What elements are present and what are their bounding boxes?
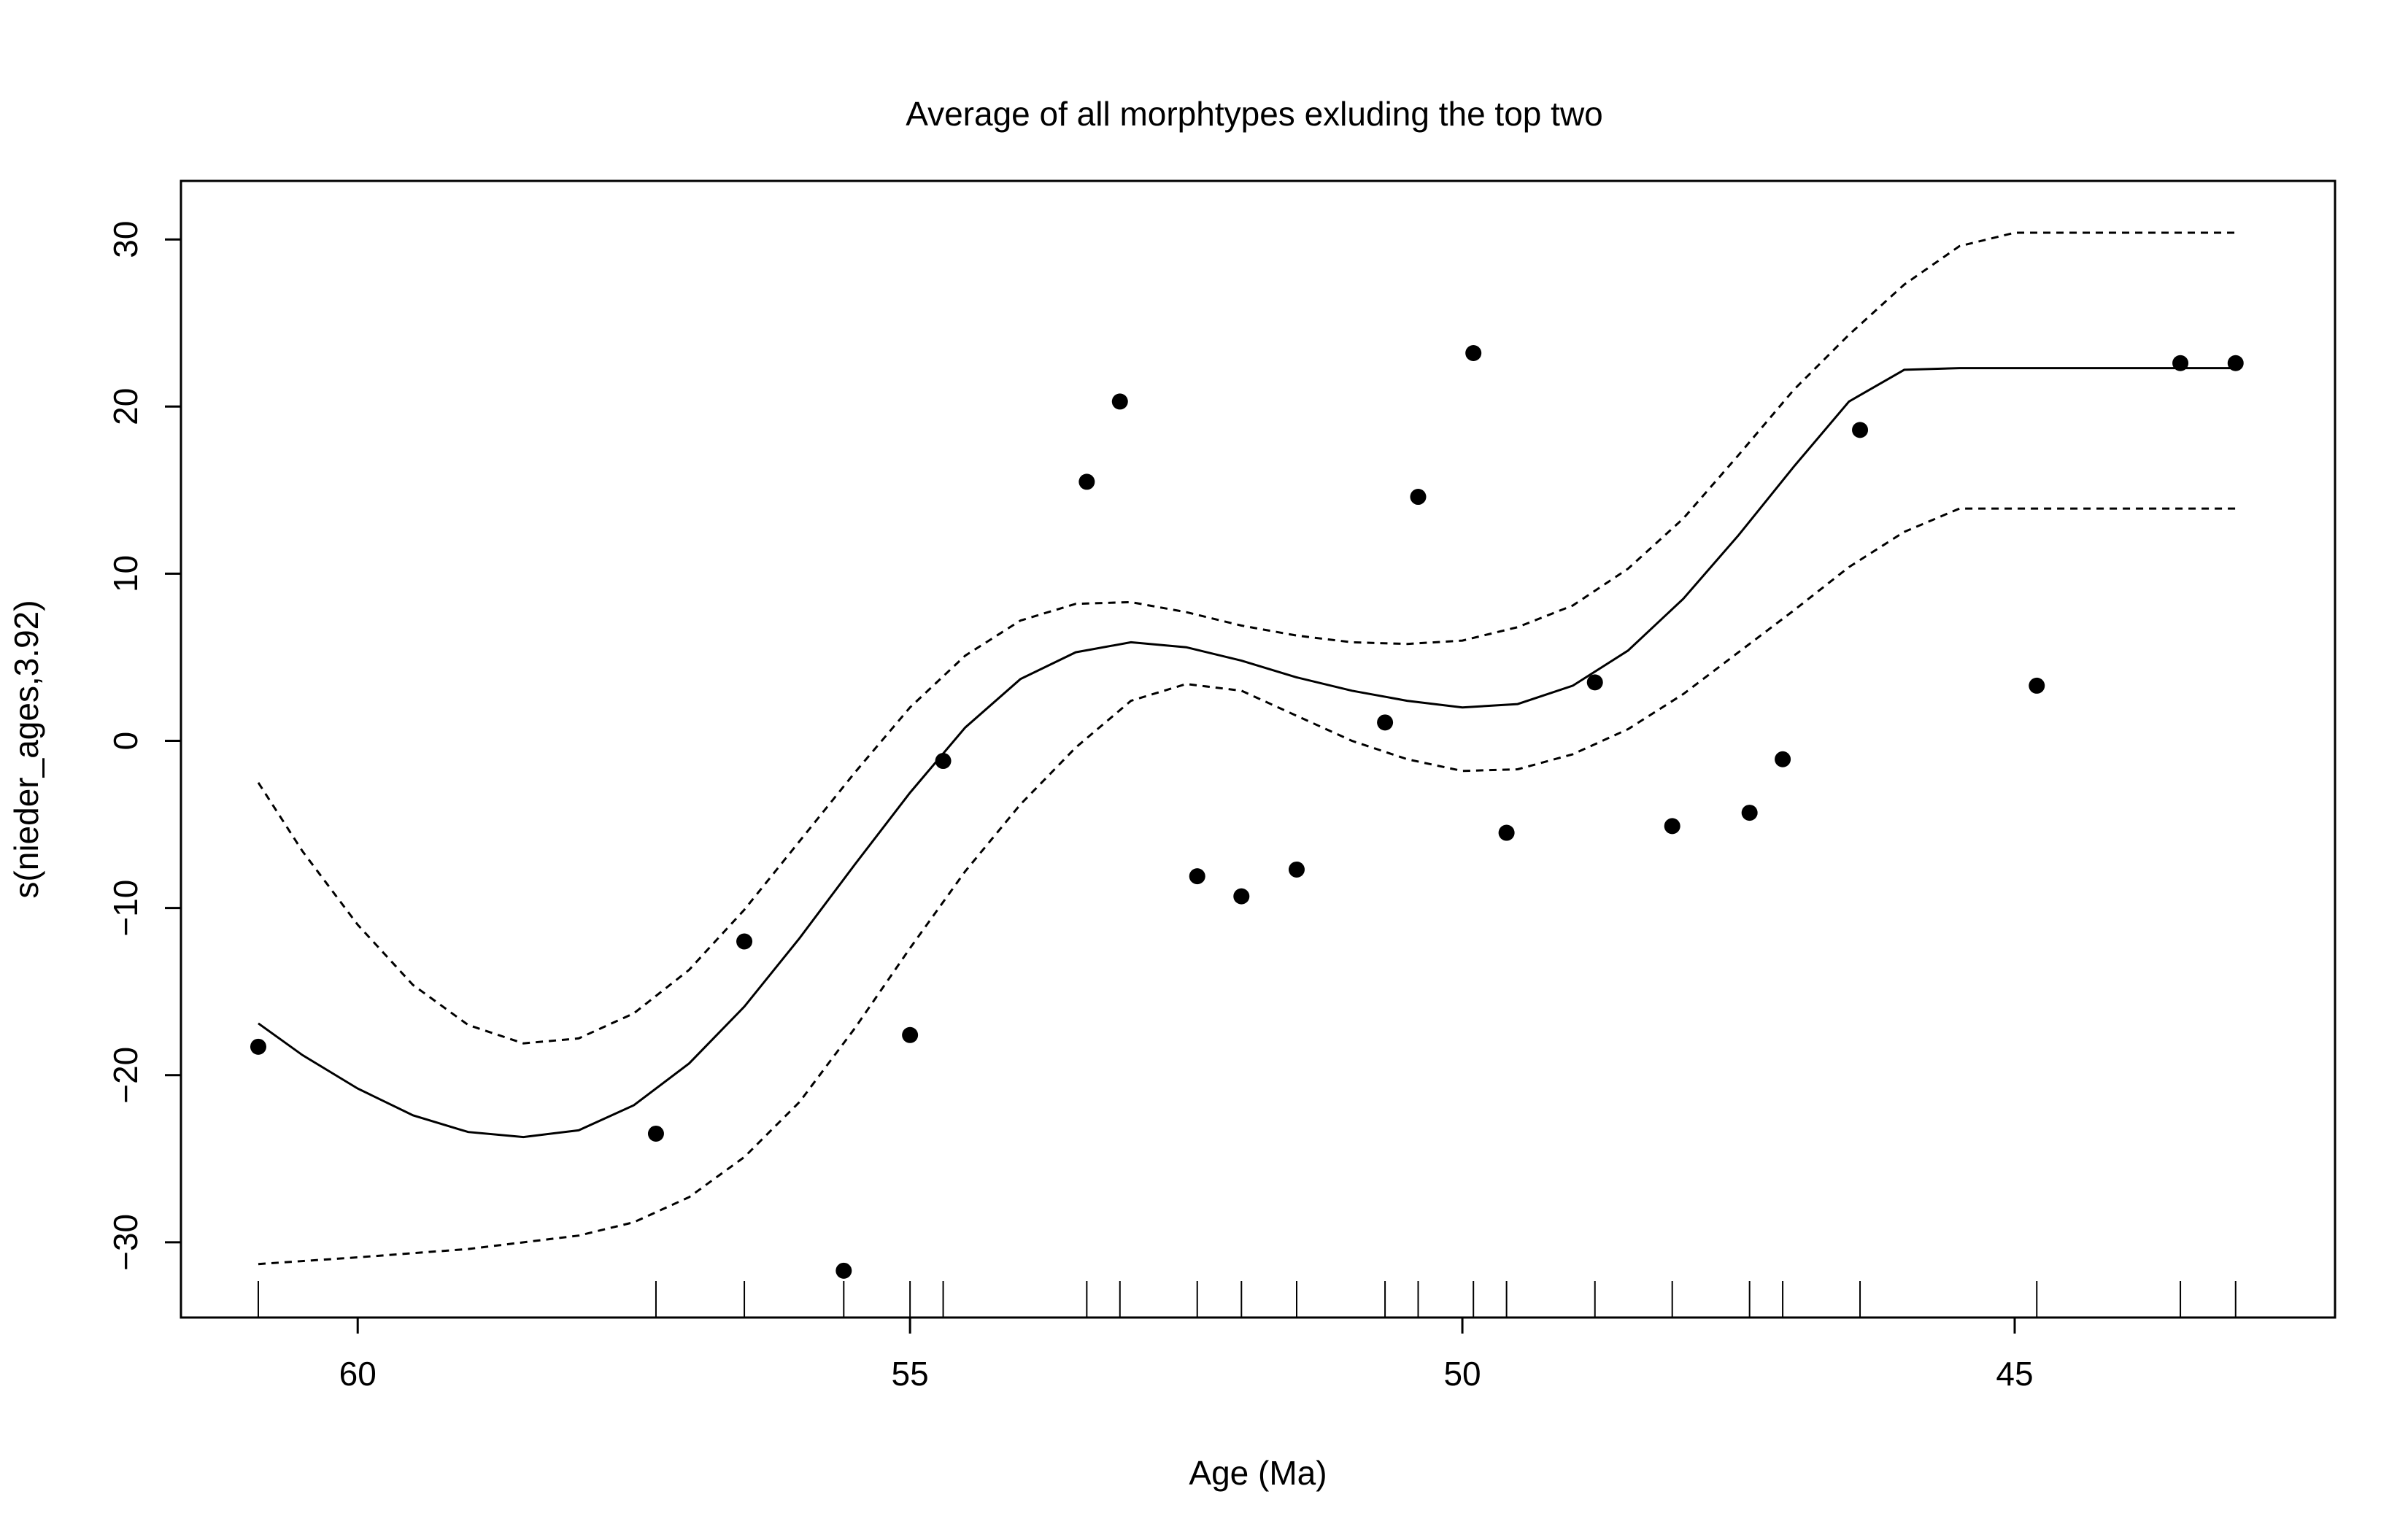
data-point bbox=[1189, 868, 1205, 885]
data-point bbox=[836, 1262, 852, 1279]
data-point bbox=[250, 1038, 266, 1055]
data-point bbox=[1410, 489, 1427, 506]
x-axis: 60 55 50 45 bbox=[339, 1318, 2034, 1393]
x-tick-label: 55 bbox=[892, 1355, 929, 1393]
data-points bbox=[250, 344, 2244, 1279]
data-point bbox=[935, 753, 952, 770]
y-tick-label: 20 bbox=[107, 388, 144, 425]
fit-lines bbox=[257, 231, 2236, 1266]
data-point bbox=[1288, 861, 1305, 878]
data-point bbox=[1852, 422, 1869, 438]
y-axis-title: s(nieder_ages,3.92) bbox=[7, 600, 45, 898]
y-tick-label: −20 bbox=[107, 1047, 144, 1104]
x-tick-label: 60 bbox=[339, 1355, 377, 1393]
data-point bbox=[2227, 355, 2244, 371]
data-point bbox=[1664, 818, 1680, 835]
smooth-fit-line bbox=[258, 367, 2236, 1139]
data-point bbox=[1111, 393, 1128, 410]
y-tick-label: −10 bbox=[107, 880, 144, 937]
data-point bbox=[1775, 751, 1791, 767]
y-axis: −30 −20 −10 0 10 20 30 bbox=[107, 221, 181, 1271]
data-point bbox=[1586, 674, 1603, 691]
data-point bbox=[647, 1125, 664, 1142]
data-point bbox=[1233, 888, 1250, 905]
data-point bbox=[1741, 805, 1758, 821]
confidence-band-line bbox=[258, 507, 2236, 1266]
plot-frame bbox=[180, 179, 2336, 1319]
y-tick-label: 0 bbox=[107, 732, 144, 751]
x-tick-label: 45 bbox=[1996, 1355, 2033, 1393]
data-point bbox=[2029, 677, 2045, 694]
y-tick-label: 30 bbox=[107, 221, 144, 258]
x-tick-label: 50 bbox=[1443, 1355, 1481, 1393]
data-point bbox=[1465, 344, 1482, 361]
data-point bbox=[1078, 473, 1095, 490]
data-point bbox=[2172, 355, 2189, 371]
data-point bbox=[736, 933, 753, 950]
chart-title: Average of all morphtypes exluding the t… bbox=[906, 95, 1603, 133]
y-tick-label: 10 bbox=[107, 555, 144, 592]
data-point bbox=[1498, 824, 1515, 841]
data-point bbox=[902, 1026, 919, 1043]
y-tick-label: −30 bbox=[107, 1214, 144, 1271]
confidence-band-line bbox=[257, 231, 2236, 1045]
data-point bbox=[1377, 714, 1394, 731]
x-axis-title: Age (Ma) bbox=[1189, 1454, 1327, 1492]
rug-marks bbox=[257, 1281, 2237, 1318]
